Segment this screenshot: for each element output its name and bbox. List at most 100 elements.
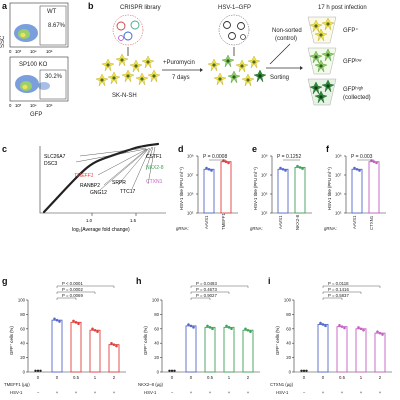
gfp-point-g xyxy=(36,369,40,372)
gfp-ytick-g: 60 xyxy=(20,326,25,331)
rank-plot-axes xyxy=(39,146,166,214)
gene-nkx2-8: NKX2-8 xyxy=(146,165,164,171)
rank-tick-2: 1.5 xyxy=(130,218,137,223)
gfp-point-i xyxy=(324,324,327,328)
gfp-point-h xyxy=(208,326,212,329)
crispr-library-label: CRISPR library xyxy=(120,5,161,11)
gfp-point-g xyxy=(34,369,37,372)
gfp-ytick-i: 60 xyxy=(286,326,291,331)
gfp-hsv-sign-g: + xyxy=(56,390,59,395)
gfp-xtick-i: 2 xyxy=(379,375,382,380)
gfp-ytick-g: 40 xyxy=(20,341,25,346)
gfp-pvalue-g: P = 0.0069 xyxy=(62,293,83,298)
wt-tick-3: 10⁵ xyxy=(46,49,53,54)
gfp-pvalue-g: P < 0.0001 xyxy=(62,281,83,286)
gfp-xtick-i: 0.5 xyxy=(339,375,346,380)
gfp-chart-h: h GFP⁺ cells (%) 100 80 60 40 20 0 0 − 0 +0.5 +1 +2… xyxy=(136,276,260,395)
gfp-point-h xyxy=(170,369,174,372)
gfp-xtick-h: 0.5 xyxy=(207,375,214,380)
panel-label-f: f xyxy=(326,144,330,154)
titer-ylabel-d: HSV-1 titre (PFU ml⁻¹) xyxy=(179,167,184,210)
titer-point-d xyxy=(224,160,228,163)
hsv-gfp-label: HSV-1–GFP xyxy=(218,5,251,11)
gfp-point-h xyxy=(244,327,247,331)
gfp-bar-h xyxy=(242,329,254,373)
panel-label-h: h xyxy=(136,276,142,286)
titer-pvalue-d: P = 0.0008 xyxy=(203,154,227,160)
gfp-hsv-sign-i: + xyxy=(322,390,325,395)
gfp-point-g xyxy=(55,318,59,322)
gfp-ytick-h: 40 xyxy=(154,341,159,346)
gfp-point-i xyxy=(359,327,363,331)
titer-point-d xyxy=(207,168,211,171)
panel-label-i: i xyxy=(268,276,271,286)
gfp-ytick-g: 0 xyxy=(23,370,26,375)
gfp-xtick-g: 0.5 xyxy=(73,375,80,380)
titer-point-e xyxy=(284,169,287,172)
gfp-point-h xyxy=(227,326,231,329)
gfp-high-label: GFPʰⁱᵍʰ xyxy=(343,85,363,93)
titer-bar-e xyxy=(294,166,306,214)
gfp-hsv-sign-i: + xyxy=(341,390,344,395)
gfp-point-g xyxy=(115,344,118,348)
gfp-pvalue-g: P = 0.0002 xyxy=(62,287,83,292)
titer-grna-label-e: gRNA: xyxy=(250,226,263,231)
gfp-bar-g xyxy=(89,329,101,373)
titer-point-f xyxy=(375,161,378,165)
sorting-label: Sorting xyxy=(270,75,289,81)
gfp-point-h xyxy=(211,327,214,331)
crispr-library-icon xyxy=(112,14,144,46)
gfp-point-i xyxy=(381,333,384,336)
gfp-point-i xyxy=(376,330,379,334)
gfp-bar-g xyxy=(70,321,82,373)
titer-point-f xyxy=(355,168,359,171)
titer-point-f xyxy=(358,169,361,172)
gfp-xtick-h: 0 xyxy=(171,375,174,380)
gfp-ytick-i: 0 xyxy=(289,370,292,375)
titer-point-e xyxy=(279,166,282,170)
gfp-xlabel-i: CTXN1 (μg) xyxy=(270,382,294,387)
ko-tick-1: 10³ xyxy=(15,103,22,108)
gfp-hsv-sign-h: − xyxy=(171,390,174,395)
gfp-point-i xyxy=(300,369,303,372)
gfp-ytick-h: 60 xyxy=(154,326,159,331)
gfp-xtick-g: 0 xyxy=(37,375,40,380)
gfp-point-g xyxy=(53,317,56,321)
titer-chart-d: d HSV-1 titre (PFU ml⁻¹) 10⁸ 10⁷ 10⁶ 10⁵ P =… xyxy=(176,144,238,231)
gfp-point-g xyxy=(110,341,113,345)
rank-curve xyxy=(42,142,160,214)
days-label: 7 days xyxy=(172,75,190,81)
titer-xlabel-control-d: AAVS1 xyxy=(204,215,209,229)
titer-grna-label-d: gRNA: xyxy=(176,226,189,231)
flow-plot-wt: WT 8.67% xyxy=(9,2,69,48)
gfp-point-g xyxy=(91,327,94,331)
titer-ytick-f: 10⁸ xyxy=(335,154,342,159)
gfp-bar-h xyxy=(204,326,216,373)
titer-ylabel-e: HSV-1 titre (PFU ml⁻¹) xyxy=(253,167,258,210)
gfp-point-i xyxy=(338,323,341,327)
gene-srpr: SRPR xyxy=(112,180,126,186)
gene-ttc17: TTC17 xyxy=(120,189,136,195)
gfp-xtick-h: 0 xyxy=(190,375,193,380)
gfp-ytick-h: 100 xyxy=(152,298,160,303)
gfp-hsv-label-h: HSV-1 xyxy=(144,390,157,395)
gfp-ytick-h: 0 xyxy=(157,370,160,375)
gfp-point-i xyxy=(357,326,360,329)
gfp-point-h xyxy=(225,324,228,328)
gfp-bracket-g xyxy=(56,297,77,300)
gfp-bar-g xyxy=(51,319,63,373)
ko-tick-2: 10⁴ xyxy=(30,103,37,108)
gfp-bar-i xyxy=(336,326,348,373)
gfp-bar-i xyxy=(317,324,329,373)
panel-label-e: e xyxy=(252,144,257,154)
gfp-bracket-h xyxy=(190,297,211,300)
titer-ytick-d: 10⁵ xyxy=(187,211,194,216)
hsv-virus-icon xyxy=(218,14,250,46)
panel-label-g: g xyxy=(2,276,8,286)
gfp-hsv-sign-i: + xyxy=(360,390,363,395)
gfp-xtick-g: 1 xyxy=(94,375,97,380)
gfp-bracket-i xyxy=(322,291,362,294)
arrow-to-nonsorted xyxy=(269,43,291,65)
gfp-chart-g: g GFP⁺ cells (%) 100 80 60 40 20 0 0 − 0 +0.5 +1 +2… xyxy=(2,276,126,395)
